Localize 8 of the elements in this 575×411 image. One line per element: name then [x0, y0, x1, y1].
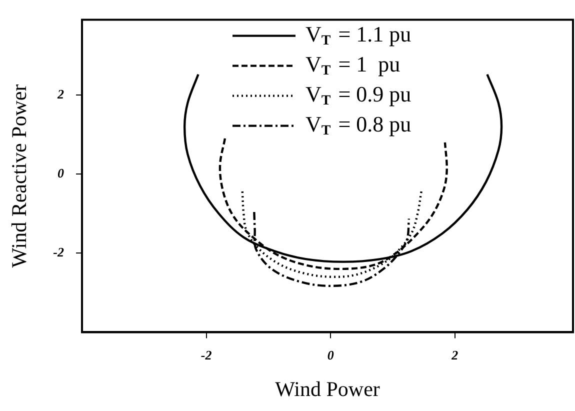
x-tick-label: -2: [200, 347, 212, 362]
x-axis-title: Wind Power: [275, 376, 380, 401]
y-tick-label: 2: [56, 86, 65, 102]
y-tick-label: -2: [53, 244, 65, 260]
x-tick-label: 2: [450, 347, 459, 362]
y-tick-label: 0: [58, 165, 65, 180]
x-tick-label: 0: [327, 347, 334, 362]
y-axis-title: Wind Reactive Power: [7, 84, 32, 268]
